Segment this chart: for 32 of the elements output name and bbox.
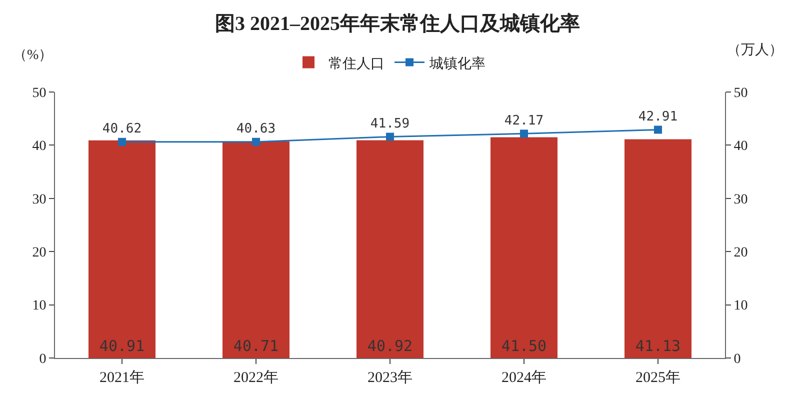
y2-tick-label: 30 xyxy=(734,192,748,208)
data-label: 40.71 xyxy=(233,337,279,355)
data-label: 41.13 xyxy=(635,337,681,355)
data-label: 42.17 xyxy=(504,113,544,128)
legend-label: 城镇化率 xyxy=(428,56,486,72)
x-tick-label: 2025年 xyxy=(636,369,680,386)
data-label: 40.62 xyxy=(102,122,142,137)
data-label: 41.50 xyxy=(501,337,547,355)
y-tick-label: 40 xyxy=(32,139,46,154)
x-tick-label: 2021年 xyxy=(100,369,144,386)
y-tick-label: 20 xyxy=(32,246,46,260)
y2-axis-title: （万人） xyxy=(727,42,783,58)
y-tick-label: 50 xyxy=(32,86,46,101)
y-tick-label: 0 xyxy=(39,352,46,367)
data-label: 42.91 xyxy=(638,109,678,124)
data-label: 40.92 xyxy=(367,337,413,355)
y2-tick-label: 10 xyxy=(734,298,748,314)
x-tick-label: 2023年 xyxy=(368,369,412,386)
data-label: 41.59 xyxy=(370,116,410,132)
y2-tick-label: 40 xyxy=(734,139,748,154)
y2-tick-label: 0 xyxy=(734,352,741,367)
legend-label: 常住人口 xyxy=(328,56,384,72)
y-tick-label: 10 xyxy=(32,298,46,314)
y2-tick-label: 50 xyxy=(734,86,748,101)
y-tick-label: 30 xyxy=(32,192,46,208)
x-tick-label: 2022年 xyxy=(234,369,278,386)
chart-title: 图3 2021–2025年年末常住人口及城镇化率 xyxy=(215,12,580,35)
y-axis-title: （%） xyxy=(13,48,53,63)
y2-tick-label: 20 xyxy=(734,246,748,260)
data-label: 40.91 xyxy=(99,337,145,355)
data-label: 40.63 xyxy=(236,122,276,137)
x-tick-label: 2024年 xyxy=(502,369,546,386)
